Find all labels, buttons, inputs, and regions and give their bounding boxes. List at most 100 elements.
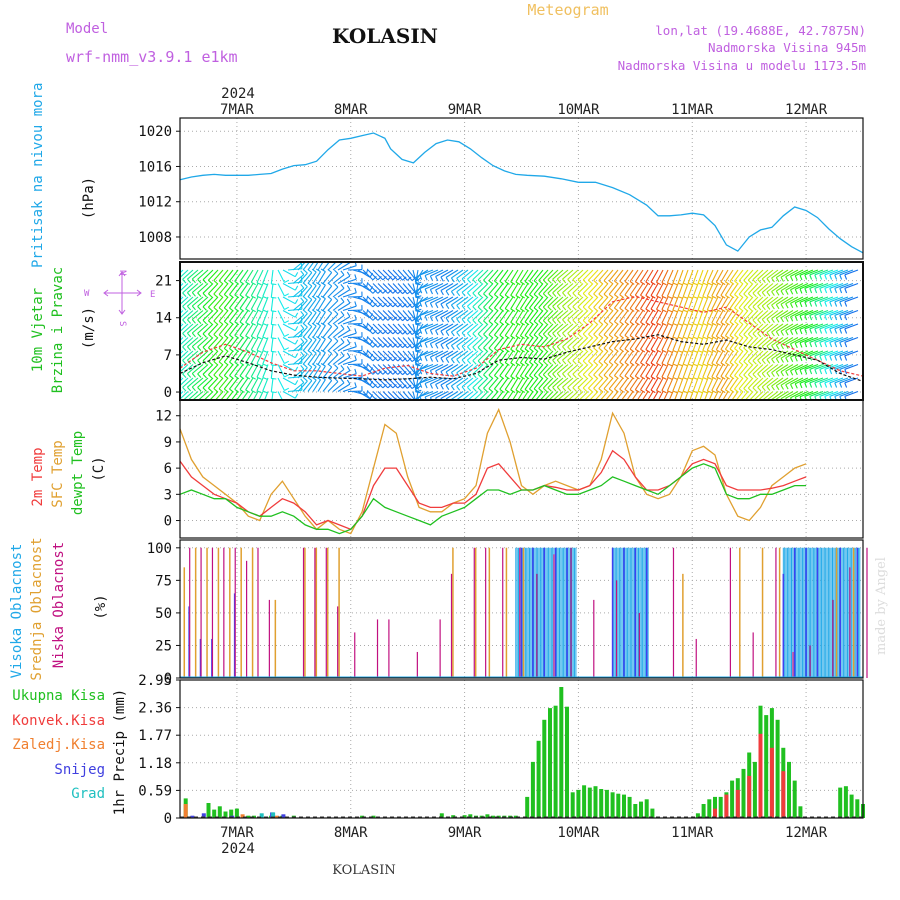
wind-barb-tick bbox=[387, 330, 392, 335]
wind-barb-tick bbox=[529, 388, 534, 393]
wind-barb-tick bbox=[538, 347, 543, 352]
wind-barb bbox=[230, 391, 239, 400]
wind-barb-tick bbox=[725, 308, 730, 312]
wind-barb bbox=[708, 391, 714, 400]
wind-barb-tick bbox=[720, 308, 726, 313]
wind-barb-tick bbox=[780, 290, 784, 296]
wind-barb-tick bbox=[547, 373, 552, 379]
wind-barb bbox=[218, 310, 229, 322]
wind-barb-tick bbox=[334, 310, 339, 315]
wind-barb-tick bbox=[542, 279, 548, 284]
wind-barb-tick bbox=[445, 331, 450, 336]
wind-barb bbox=[504, 350, 514, 363]
wind-barb-tick bbox=[725, 348, 730, 353]
wind-barb bbox=[180, 337, 184, 342]
wind-barb-tick bbox=[809, 342, 813, 348]
wind-barb bbox=[729, 377, 739, 390]
wind-barb bbox=[645, 323, 654, 337]
wind-barb-tick bbox=[771, 385, 775, 391]
wind-barb-tick bbox=[300, 364, 305, 370]
wind-barb bbox=[337, 289, 351, 298]
wind-barb bbox=[613, 269, 624, 282]
wind-barb-tick bbox=[661, 282, 667, 286]
wind-barb-tick bbox=[303, 282, 308, 288]
wind-barb-tick bbox=[562, 278, 567, 284]
wind-barb-tick bbox=[435, 384, 439, 390]
wind-barb bbox=[234, 364, 244, 377]
bottom-day-label: 11MAR bbox=[671, 825, 714, 841]
wind-barb bbox=[533, 310, 544, 322]
wind-barb bbox=[451, 269, 464, 279]
wind-barb-tick bbox=[844, 355, 848, 361]
temp-frame bbox=[179, 399, 864, 539]
wind-barb-tick bbox=[804, 301, 808, 307]
wind-barb bbox=[761, 269, 774, 280]
wind-barb bbox=[819, 296, 834, 303]
wind-barb-tick bbox=[303, 269, 308, 274]
wind-barb bbox=[402, 391, 412, 400]
wind-barb-tick bbox=[316, 268, 321, 273]
wind-barb-tick bbox=[186, 332, 192, 338]
wind-barb bbox=[804, 336, 819, 343]
wind-barb bbox=[332, 341, 345, 352]
wind-barb bbox=[761, 377, 774, 388]
wind-barb bbox=[342, 278, 357, 285]
wind-barb bbox=[524, 337, 534, 350]
wind-barb bbox=[829, 323, 844, 330]
wind-barb bbox=[197, 296, 209, 307]
wind-barb bbox=[529, 323, 539, 336]
wind-barb bbox=[234, 269, 244, 282]
wind-barb-tick bbox=[450, 385, 455, 391]
wind-barb-tick bbox=[785, 330, 789, 336]
wind-barb bbox=[587, 337, 599, 349]
wind-barb-tick bbox=[424, 275, 428, 281]
wind-barb bbox=[542, 296, 554, 308]
wind-barb bbox=[717, 391, 724, 400]
wind-barb bbox=[191, 296, 204, 307]
wind-barb bbox=[337, 329, 351, 338]
wind-barb-tick bbox=[635, 321, 640, 326]
wind-barb-tick bbox=[461, 318, 466, 324]
wind-barb-tick bbox=[416, 344, 421, 349]
wind-barb-tick bbox=[790, 370, 794, 376]
wind-barb bbox=[382, 323, 394, 335]
wind-barb bbox=[322, 299, 333, 311]
wind-barb-tick bbox=[656, 335, 662, 340]
wind-barb-tick bbox=[667, 322, 673, 326]
wind-barb-tick bbox=[645, 362, 651, 367]
wind-barb-tick bbox=[415, 385, 420, 390]
wind-barb bbox=[493, 364, 504, 376]
wind-barb-tick bbox=[743, 388, 748, 393]
wind-barb-tick bbox=[239, 362, 245, 366]
wind-barb bbox=[640, 283, 649, 296]
wind-barb-tick bbox=[667, 376, 673, 380]
wind-barb-tick bbox=[738, 374, 744, 379]
wind-barb-tick bbox=[334, 350, 339, 355]
wind-barb-tick bbox=[656, 322, 662, 326]
wind-barb-tick bbox=[624, 348, 630, 353]
wind-barb bbox=[419, 296, 434, 303]
wind-barb-tick bbox=[397, 289, 402, 294]
wind-barb bbox=[613, 296, 624, 309]
wind-barb bbox=[332, 382, 345, 392]
wind-barb-tick bbox=[504, 362, 510, 366]
wind-barb bbox=[785, 283, 799, 291]
wind-barb bbox=[292, 287, 305, 298]
wind-barb-tick bbox=[294, 299, 299, 304]
wind-barb-tick bbox=[294, 312, 299, 318]
wind-barb-tick bbox=[397, 316, 402, 321]
wind-barb bbox=[483, 337, 494, 349]
model-name: wrf-nmm_v3.9.1 e1km bbox=[66, 48, 238, 66]
wind-barb-tick bbox=[834, 274, 838, 280]
wind-barb bbox=[729, 310, 739, 323]
wind-barb bbox=[766, 296, 779, 306]
wind-barb-tick bbox=[262, 349, 268, 353]
wind-barb-tick bbox=[839, 369, 843, 375]
y-tick-label: 0 bbox=[164, 514, 172, 530]
wind-barb bbox=[839, 350, 854, 357]
wind-barb bbox=[456, 323, 469, 333]
wind-barb bbox=[587, 269, 599, 281]
wind-barb bbox=[598, 310, 609, 322]
wind-barb-tick bbox=[614, 307, 619, 312]
